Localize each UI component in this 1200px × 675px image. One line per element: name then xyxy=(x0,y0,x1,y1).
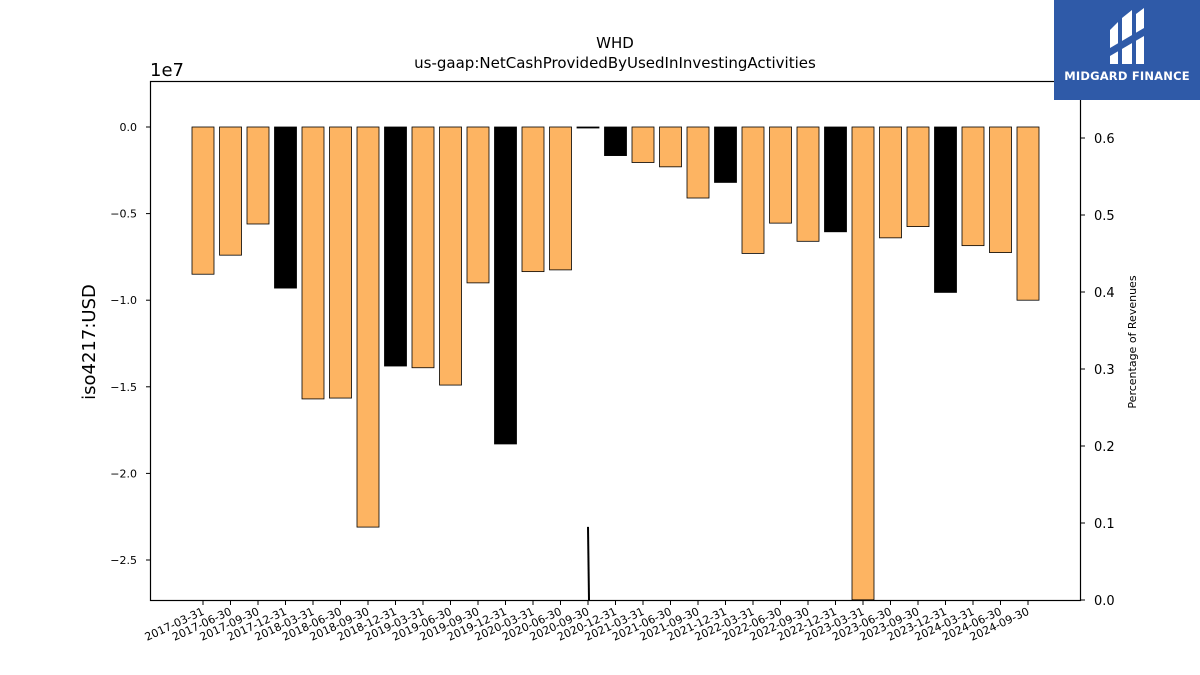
y-tick-label: −0.5 xyxy=(110,208,137,221)
y2-tick-label: 0.6 xyxy=(1094,132,1115,147)
bar-2021-12-31 xyxy=(714,126,737,183)
bar-2017-03-31 xyxy=(191,126,215,275)
midgard-logo-mark-icon xyxy=(1110,8,1144,64)
bar-2021-06-30 xyxy=(659,126,682,168)
bar-2020-06-30 xyxy=(549,126,572,271)
percentage-line-group xyxy=(587,526,590,601)
bar-2017-12-31 xyxy=(274,126,297,289)
bar-2022-12-31 xyxy=(824,126,847,233)
y-tick-label: −2.5 xyxy=(110,554,137,567)
bar-2024-09-30 xyxy=(1016,126,1040,301)
bar-2017-06-30 xyxy=(219,126,242,256)
y-tick-label: −1.0 xyxy=(110,294,137,307)
bar-2020-09-30 xyxy=(576,126,600,129)
bar-2021-09-30 xyxy=(686,126,710,199)
y-tick-label: 0.0 xyxy=(120,121,138,134)
chart-title: WHD xyxy=(596,34,634,52)
bar-2021-03-31 xyxy=(631,126,655,163)
percentage-line xyxy=(587,526,590,601)
bar-2019-03-31 xyxy=(411,126,435,369)
plot-frame xyxy=(149,80,1082,602)
y2-ticks-group: 0.0 0.1 0.2 0.3 0.4 0.5 0.6 xyxy=(1080,132,1115,609)
bar-2024-06-30 xyxy=(989,126,1012,253)
logo-text: MIDGARD FINANCE xyxy=(1064,69,1190,83)
bar-2020-03-31 xyxy=(521,126,545,273)
bar-2023-03-31 xyxy=(851,126,875,601)
bar-2023-12-31 xyxy=(934,126,957,293)
bar-2023-06-30 xyxy=(879,126,902,239)
midgard-finance-logo: MIDGARD FINANCE xyxy=(1054,0,1200,100)
y-tick-label: −1.5 xyxy=(110,381,137,394)
x-ticks-group: 2017-03-312017-06-302017-09-302017-12-31… xyxy=(143,600,1031,644)
y2-axis-label: Percentage of Revenues xyxy=(1126,275,1139,408)
bar-2019-12-31 xyxy=(494,126,517,445)
bar-2018-12-31 xyxy=(384,126,407,367)
y-tick-label: −2.0 xyxy=(110,467,137,480)
bar-2018-03-31 xyxy=(301,126,325,400)
y2-tick-label: 0.5 xyxy=(1094,209,1115,224)
bar-2022-09-30 xyxy=(796,126,820,242)
bar-2024-03-31 xyxy=(961,126,985,247)
y2-tick-label: 0.1 xyxy=(1094,517,1115,532)
y2-tick-label: 0.3 xyxy=(1094,363,1115,378)
y-ticks-group: 0.0 −0.5 −1.0 −1.5 −2.0 −2.5 xyxy=(110,121,151,567)
bar-2022-03-31 xyxy=(741,126,765,254)
y-axis-label: iso4217:USD xyxy=(79,284,100,400)
bar-2019-09-30 xyxy=(466,126,490,284)
bar-2023-09-30 xyxy=(906,126,930,227)
chart-subtitle: us-gaap:NetCashProvidedByUsedInInvesting… xyxy=(414,54,816,72)
bar-2018-09-30 xyxy=(356,126,380,528)
bar-2019-06-30 xyxy=(439,126,462,386)
bar-2017-09-30 xyxy=(246,126,270,225)
bar-2018-06-30 xyxy=(329,126,352,399)
y-axis-multiplier: 1e7 xyxy=(150,60,184,81)
y2-tick-label: 0.2 xyxy=(1094,440,1115,455)
y2-tick-label: 0.4 xyxy=(1094,286,1115,301)
bars-group xyxy=(191,126,1040,601)
bar-2022-06-30 xyxy=(769,126,792,224)
y2-tick-label: 0.0 xyxy=(1094,594,1115,609)
bar-2020-12-31 xyxy=(604,126,627,156)
